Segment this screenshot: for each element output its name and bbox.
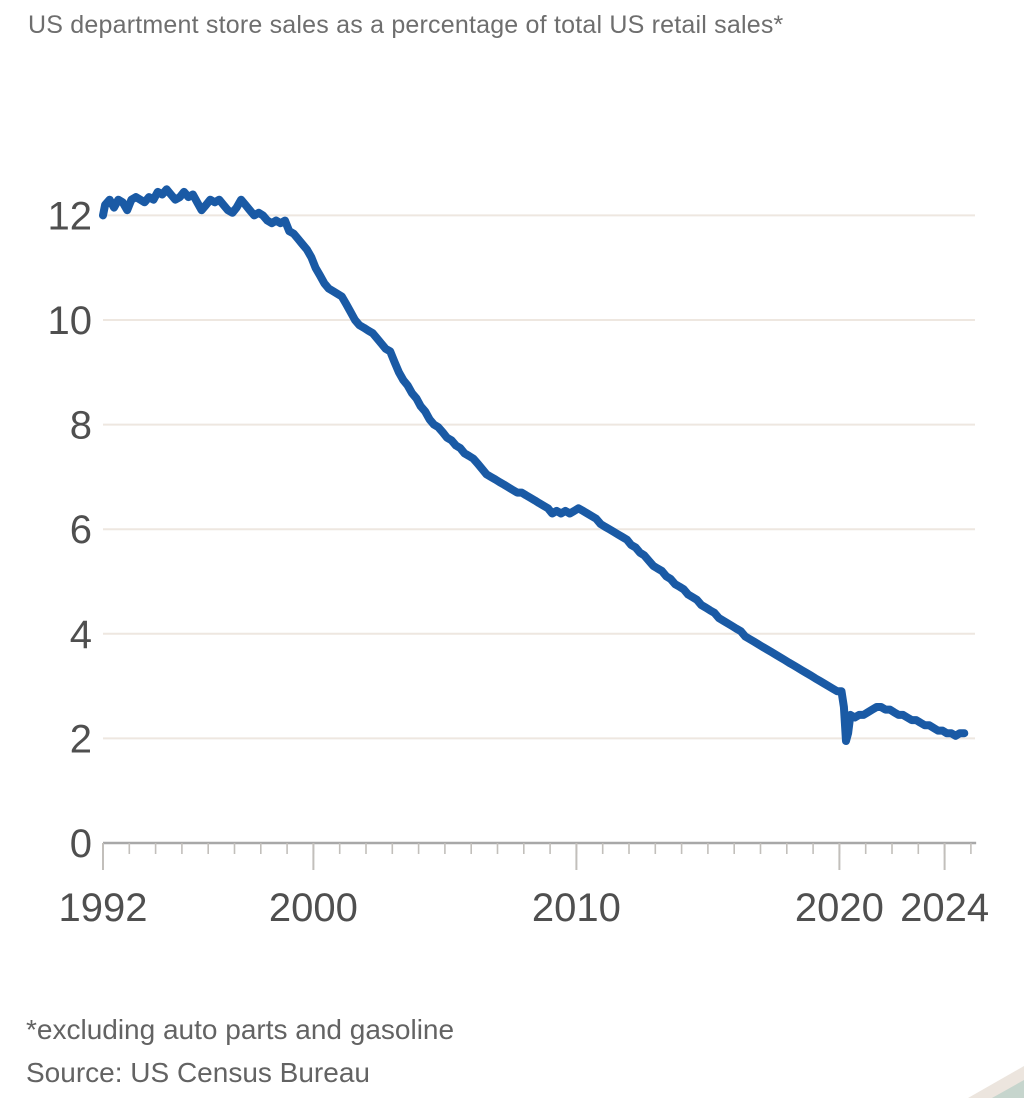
corner-decoration-icon [968, 1066, 1024, 1098]
chart-footer: *excluding auto parts and gasoline Sourc… [26, 1008, 826, 1095]
x-tick-label: 2024 [900, 886, 989, 930]
y-tick-label: 2 [70, 717, 92, 761]
y-tick-label: 12 [48, 194, 93, 238]
y-tick-label: 6 [70, 508, 92, 552]
sales-share-line [99, 185, 969, 745]
page-title: US department store sales as a percentag… [28, 11, 784, 39]
y-tick-label: 4 [70, 613, 92, 657]
y-tick-label: 0 [70, 822, 92, 866]
x-tick-label: 2000 [269, 886, 358, 930]
y-tick-label: 8 [70, 404, 92, 448]
x-tick-label: 2020 [795, 886, 884, 930]
x-tick-label: 1992 [59, 886, 148, 930]
footnote: *excluding auto parts and gasoline [26, 1014, 455, 1045]
x-tick-label: 2010 [532, 886, 621, 930]
y-tick-label: 10 [48, 299, 93, 343]
source-credit: Source: US Census Bureau [26, 1057, 370, 1089]
